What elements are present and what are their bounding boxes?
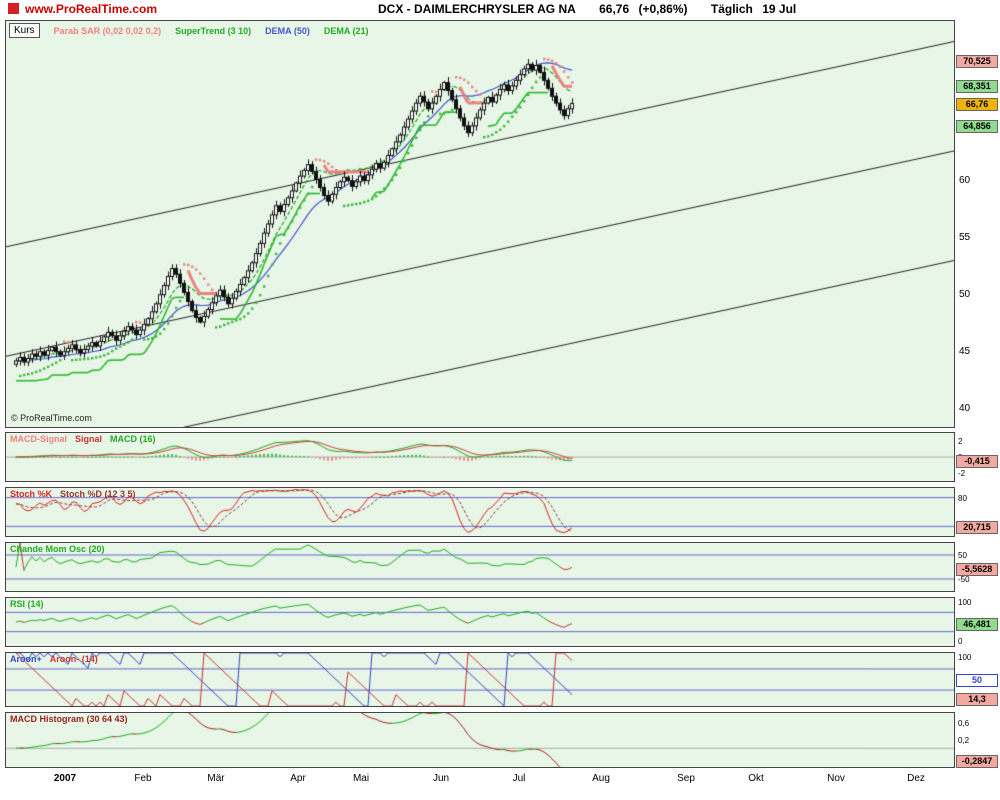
month-label: Aug	[592, 773, 610, 784]
indicator-series-label[interactable]: Chande Mom Osc (20)	[10, 544, 105, 554]
legend-supertrend[interactable]: SuperTrend (3 10)	[175, 25, 252, 36]
indicator-panel-macd: MACD-Signal Signal MACD (16)	[5, 432, 955, 482]
indicator-axis-tick: -2	[958, 469, 966, 478]
price-axis-tick: 55	[959, 231, 971, 243]
month-label: Jun	[432, 773, 450, 784]
indicator-series-label[interactable]: MACD-Signal	[10, 434, 67, 444]
price-change: (+0,86%)	[638, 2, 688, 16]
indicator-panel-aroon: Aroon+ Aroon- (14)	[5, 652, 955, 707]
price-axis-tick: 50	[959, 288, 971, 300]
month-label: Jul	[512, 773, 526, 784]
indicator-title-macd: MACD-Signal Signal MACD (16)	[10, 434, 156, 444]
indicator-axis-tick: 50	[958, 551, 967, 560]
stochastic-chart-canvas[interactable]	[6, 488, 954, 536]
indicator-value-label: -0,415	[956, 454, 998, 468]
indicator-panel-stochastic: Stoch %K Stoch %D (12 3 5)	[5, 487, 955, 537]
indicator-panel-rsi: RSI (14)	[5, 597, 955, 647]
price-chart-canvas[interactable]	[6, 21, 954, 427]
indicator-axis-tick: 80	[958, 493, 967, 503]
indicator-series-label[interactable]: Stoch %D (12 3 5)	[60, 489, 136, 499]
prorealtime-logo-icon	[8, 3, 19, 14]
price-panel: Kurs Parab SAR (0,02 0,02 0,2) SuperTren…	[5, 20, 955, 428]
month-label: Feb	[134, 773, 152, 784]
price-value-label: 70,525	[956, 55, 998, 69]
indicator-series-label[interactable]: Stoch %K	[10, 489, 53, 499]
indicator-series-label[interactable]: RSI (14)	[10, 599, 44, 609]
date-label: 19 Jul	[762, 2, 797, 16]
indicator-axis-tick: 0,6	[958, 719, 970, 729]
time-axis: 2007 Feb Mär Apr Mai Jun Jul Aug Sep Okt Nov Dez	[0, 773, 1000, 791]
price-axis-tick: 45	[959, 345, 971, 357]
indicator-axis-tick: 2	[958, 437, 963, 446]
price-legend: Kurs Parab SAR (0,02 0,02 0,2) SuperTren…	[9, 23, 369, 38]
indicator-series-label[interactable]: MACD (16)	[110, 434, 156, 444]
indicator-series-label[interactable]: MACD Histogram (30 64 43)	[10, 714, 128, 724]
indicator-series-label[interactable]: Aroon+	[10, 654, 42, 664]
legend-dema50[interactable]: DEMA (50)	[265, 25, 310, 36]
indicator-series-label[interactable]: Aroon- (14)	[49, 654, 98, 664]
price-value-label: 66,76	[956, 98, 998, 112]
instrument-title-bar: DCX - DAIMLERCHRYSLER AG NA 66,76 (+0,86…	[378, 2, 802, 16]
month-label: Nov	[827, 773, 845, 784]
month-label: Mai	[352, 773, 370, 784]
indicator-axis-tick: 100	[958, 598, 972, 607]
year-label: 2007	[53, 773, 77, 784]
indicator-panel-chande: Chande Mom Osc (20)	[5, 542, 955, 592]
price-axis-tick: 40	[959, 402, 971, 414]
kurs-tab[interactable]: Kurs	[9, 23, 40, 38]
indicator-axis-tick: 0	[958, 637, 963, 646]
legend-parab-sar[interactable]: Parab SAR (0,02 0,02 0,2)	[53, 25, 162, 36]
macd-histogram-chart-canvas[interactable]	[6, 713, 954, 767]
legend-dema21[interactable]: DEMA (21)	[323, 25, 369, 36]
month-label: Dez	[907, 773, 925, 784]
indicator-title-rsi: RSI (14)	[10, 599, 44, 609]
price-value-label: 64,856	[956, 119, 998, 133]
rsi-chart-canvas[interactable]	[6, 598, 954, 646]
indicator-panel-macd-histogram: MACD Histogram (30 64 43)	[5, 712, 955, 768]
indicator-value-label: 46,481	[956, 618, 998, 632]
indicator-value-label: 50	[956, 674, 998, 687]
price-value-label: 68,351	[956, 79, 998, 93]
indicator-axis-tick: -50	[958, 575, 970, 584]
month-label: Apr	[290, 773, 306, 784]
indicator-axis-tick: 100	[958, 653, 972, 662]
last-price: 66,76	[599, 2, 630, 16]
chart-header: www.ProRealTime.com DCX - DAIMLERCHRYSLE…	[0, 0, 1000, 19]
macd-chart-canvas[interactable]	[6, 433, 954, 481]
copyright-label: © ProRealTime.com	[11, 413, 92, 423]
chande-chart-canvas[interactable]	[6, 543, 954, 591]
symbol-title: DCX - DAIMLERCHRYSLER AG NA	[378, 2, 576, 16]
indicator-value-label: -5,5628	[956, 562, 998, 576]
indicator-value-label: 20,715	[956, 520, 998, 534]
indicator-value-label: 14,3	[956, 692, 998, 706]
month-label: Okt	[748, 773, 764, 784]
indicator-title-macd-histogram: MACD Histogram (30 64 43)	[10, 714, 128, 724]
site-link[interactable]: www.ProRealTime.com	[25, 2, 158, 16]
indicator-title-chande: Chande Mom Osc (20)	[10, 544, 105, 554]
price-axis-tick: 60	[959, 174, 971, 186]
timeframe-label: Täglich	[710, 2, 753, 16]
month-label: Mär	[207, 773, 225, 784]
indicator-title-aroon: Aroon+ Aroon- (14)	[10, 654, 98, 664]
aroon-chart-canvas[interactable]	[6, 653, 954, 706]
indicator-axis-tick: 0,2	[958, 736, 970, 745]
indicator-title-stochastic: Stoch %K Stoch %D (12 3 5)	[10, 489, 136, 499]
month-label: Sep	[677, 773, 695, 784]
indicator-value-label: -0,2847	[956, 754, 998, 768]
indicator-series-label[interactable]: Signal	[75, 434, 103, 444]
